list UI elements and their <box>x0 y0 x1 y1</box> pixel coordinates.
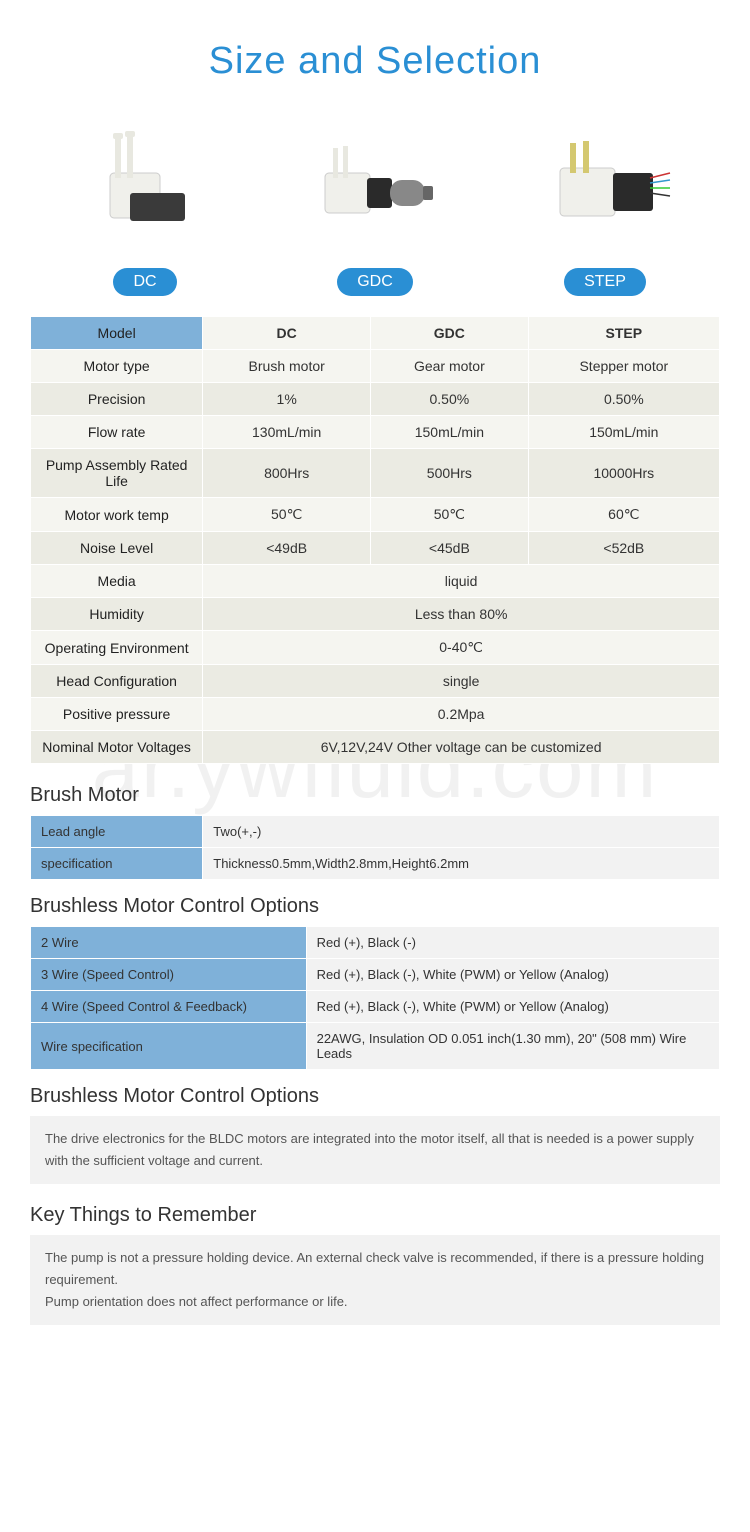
spec-cell: Brush motor <box>203 350 371 383</box>
table-row: Flow rate130mL/min150mL/min150mL/min <box>31 416 720 449</box>
table-row: Motor typeBrush motorGear motorStepper m… <box>31 350 720 383</box>
spec-row-label: Head Configuration <box>31 665 203 698</box>
spec-header-dc: DC <box>203 317 371 350</box>
page-title: Size and Selection <box>30 0 720 113</box>
table-row: Medialiquid <box>31 565 720 598</box>
note-line: Pump orientation does not affect perform… <box>45 1291 705 1313</box>
spec-cell: 150mL/min <box>371 416 529 449</box>
section-title: Brushless Motor Control Options <box>30 895 720 918</box>
spec-cell: 130mL/min <box>203 416 371 449</box>
spec-row-label: Precision <box>31 383 203 416</box>
table-row: Head Configurationsingle <box>31 665 720 698</box>
spec-row-label: Operating Environment <box>31 631 203 665</box>
spec-row-label: Pump Assembly Rated Life <box>31 449 203 498</box>
product-dc: DC <box>31 113 259 296</box>
kv-label: 2 Wire <box>31 927 307 959</box>
table-row: 4 Wire (Speed Control & Feedback)Red (+)… <box>31 991 720 1023</box>
products-row: DC GDC <box>30 113 720 296</box>
spec-cell: 1% <box>203 383 371 416</box>
table-row: Motor work temp50℃50℃60℃ <box>31 498 720 532</box>
spec-merged-cell: 0.2Mpa <box>203 698 720 731</box>
product-gdc: GDC <box>261 113 489 296</box>
spec-cell: <49dB <box>203 532 371 565</box>
spec-row-label: Media <box>31 565 203 598</box>
kv-value: 22AWG, Insulation OD 0.051 inch(1.30 mm)… <box>306 1023 719 1070</box>
kv-value: Red (+), Black (-), White (PWM) or Yello… <box>306 959 719 991</box>
spec-row-label: Positive pressure <box>31 698 203 731</box>
spec-cell: <45dB <box>371 532 529 565</box>
product-badge-gdc: GDC <box>337 268 413 296</box>
spec-cell: 60℃ <box>528 498 719 532</box>
spec-cell: 0.50% <box>528 383 719 416</box>
section-title: Brush Motor <box>30 784 720 807</box>
kv-value: Two(+,-) <box>203 816 720 848</box>
spec-cell: 800Hrs <box>203 449 371 498</box>
spec-cell: 500Hrs <box>371 449 529 498</box>
product-step: STEP <box>491 113 719 296</box>
section-title: Brushless Motor Control Options <box>30 1085 720 1108</box>
spec-merged-cell: liquid <box>203 565 720 598</box>
note-line: The pump is not a pressure holding devic… <box>45 1247 705 1291</box>
table-row: Operating Environment0-40℃ <box>31 631 720 665</box>
product-image-gdc <box>300 113 450 253</box>
product-badge-dc: DC <box>113 268 176 296</box>
spec-row-label: Motor work temp <box>31 498 203 532</box>
spec-cell: <52dB <box>528 532 719 565</box>
kv-label: Lead angle <box>31 816 203 848</box>
kv-label: 4 Wire (Speed Control & Feedback) <box>31 991 307 1023</box>
spec-cell: 50℃ <box>371 498 529 532</box>
kv-value: Red (+), Black (-) <box>306 927 719 959</box>
table-row: Wire specification22AWG, Insulation OD 0… <box>31 1023 720 1070</box>
spec-header-row: Model DC GDC STEP <box>31 317 720 350</box>
table-row: specificationThickness0.5mm,Width2.8mm,H… <box>31 848 720 880</box>
product-image-step <box>530 113 680 253</box>
table-row: Positive pressure0.2Mpa <box>31 698 720 731</box>
table-row: Nominal Motor Voltages6V,12V,24V Other v… <box>31 731 720 764</box>
spec-merged-cell: 0-40℃ <box>203 631 720 665</box>
spec-cell: 150mL/min <box>528 416 719 449</box>
spec-cell: Gear motor <box>371 350 529 383</box>
product-badge-step: STEP <box>564 268 646 296</box>
spec-merged-cell: 6V,12V,24V Other voltage can be customiz… <box>203 731 720 764</box>
section-title: Key Things to Remember <box>30 1204 720 1227</box>
spec-cell: Stepper motor <box>528 350 719 383</box>
table-row: HumidityLess than 80% <box>31 598 720 631</box>
kv-value: Red (+), Black (-), White (PWM) or Yello… <box>306 991 719 1023</box>
table-row: Lead angleTwo(+,-) <box>31 816 720 848</box>
spec-row-label: Nominal Motor Voltages <box>31 731 203 764</box>
table-row: Precision1%0.50%0.50% <box>31 383 720 416</box>
table-row: Noise Level<49dB<45dB<52dB <box>31 532 720 565</box>
note-box: The drive electronics for the BLDC motor… <box>30 1116 720 1184</box>
product-image-dc <box>70 113 220 253</box>
spec-cell: 0.50% <box>371 383 529 416</box>
kv-table: Lead angleTwo(+,-)specificationThickness… <box>30 815 720 880</box>
spec-row-label: Flow rate <box>31 416 203 449</box>
note-box: The pump is not a pressure holding devic… <box>30 1235 720 1325</box>
table-row: 2 WireRed (+), Black (-) <box>31 927 720 959</box>
spec-merged-cell: Less than 80% <box>203 598 720 631</box>
spec-merged-cell: single <box>203 665 720 698</box>
kv-label: specification <box>31 848 203 880</box>
spec-header-label: Model <box>31 317 203 350</box>
table-row: Pump Assembly Rated Life800Hrs500Hrs1000… <box>31 449 720 498</box>
spec-cell: 10000Hrs <box>528 449 719 498</box>
kv-value: Thickness0.5mm,Width2.8mm,Height6.2mm <box>203 848 720 880</box>
spec-row-label: Noise Level <box>31 532 203 565</box>
kv-table: 2 WireRed (+), Black (-)3 Wire (Speed Co… <box>30 926 720 1070</box>
kv-label: Wire specification <box>31 1023 307 1070</box>
spec-table: Model DC GDC STEP Motor typeBrush motorG… <box>30 316 720 764</box>
spec-header-step: STEP <box>528 317 719 350</box>
spec-cell: 50℃ <box>203 498 371 532</box>
spec-header-gdc: GDC <box>371 317 529 350</box>
spec-row-label: Motor type <box>31 350 203 383</box>
table-row: 3 Wire (Speed Control)Red (+), Black (-)… <box>31 959 720 991</box>
spec-row-label: Humidity <box>31 598 203 631</box>
note-line: The drive electronics for the BLDC motor… <box>45 1128 705 1172</box>
kv-label: 3 Wire (Speed Control) <box>31 959 307 991</box>
